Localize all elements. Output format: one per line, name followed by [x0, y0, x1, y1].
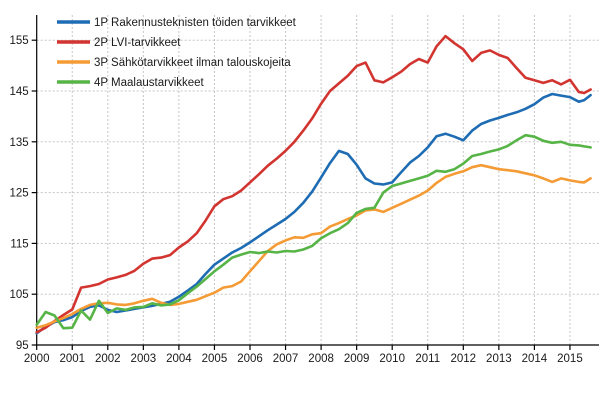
x-axis-tick-label: 2006	[237, 353, 263, 365]
x-axis-tick-label: 2005	[202, 353, 228, 365]
legend-label-3p: 3P Sähkötarvikkeet ilman talouskojeita	[94, 57, 291, 69]
x-axis-tick-label: 2010	[379, 353, 405, 365]
x-axis-tick-label: 2011	[415, 353, 440, 365]
y-axis-tick-label: 145	[10, 86, 29, 98]
x-axis-tick-label: 2015	[557, 353, 583, 365]
x-axis-tick-label: 2004	[166, 353, 192, 365]
x-axis-tick-label: 2012	[451, 353, 477, 365]
x-axis-tick-label: 2013	[486, 353, 512, 365]
legend-label-1p: 1P Rakennusteknisten töiden tarvikkeet	[94, 17, 297, 29]
series-line-1p	[35, 92, 592, 335]
legend-label-4p: 4P Maalaustarvikkeet	[94, 77, 205, 89]
y-axis-tick-label: 125	[10, 188, 29, 200]
legend-label-2p: 2P LVI-tarvikkeet	[94, 37, 181, 49]
series-line-2p	[35, 34, 592, 334]
x-axis-tick-label: 2003	[131, 353, 157, 365]
x-axis-tick-label: 2009	[344, 353, 370, 365]
y-axis-tick-label: 115	[10, 238, 28, 250]
y-axis-tick-label: 105	[10, 289, 29, 301]
x-axis-tick-label: 2008	[308, 353, 334, 365]
x-axis-tick-label: 2001	[59, 353, 85, 365]
series-line-3p	[35, 163, 592, 330]
x-axis-tick-label: 2014	[522, 353, 548, 365]
x-axis-tick-label: 2002	[95, 353, 121, 365]
x-axis-tick-label: 2000	[24, 353, 50, 365]
y-axis-tick-label: 95	[16, 340, 29, 352]
x-axis-tick-label: 2007	[273, 353, 299, 365]
series-line-4p	[35, 133, 592, 330]
y-axis-tick-label: 155	[10, 35, 29, 47]
y-axis-tick-label: 135	[10, 137, 29, 149]
